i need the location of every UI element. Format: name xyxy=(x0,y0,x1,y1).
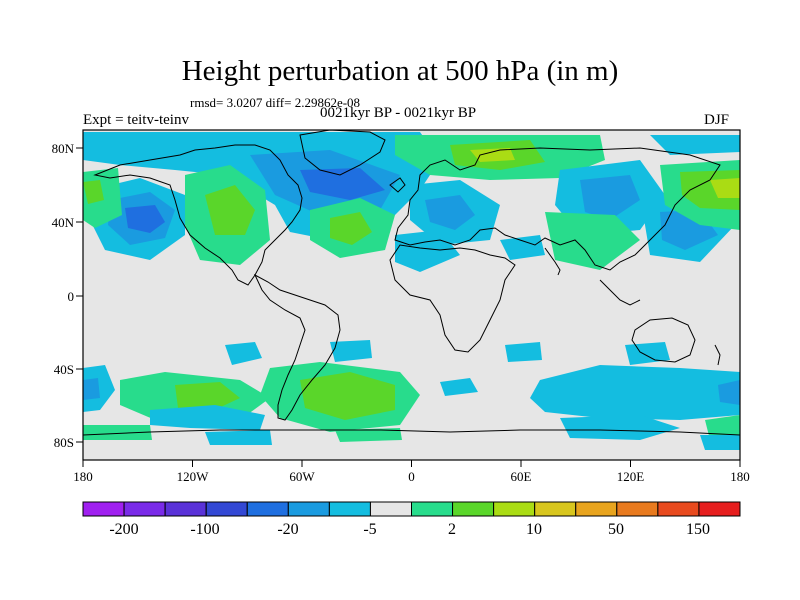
colorbar-box xyxy=(328,501,371,517)
colorbar-label: 10 xyxy=(526,521,542,538)
lon-tick-label: 0 xyxy=(408,469,415,484)
lon-axis xyxy=(82,460,741,467)
colorbar-label: -20 xyxy=(277,521,298,538)
colorbar-box xyxy=(698,501,741,517)
colorbar-box xyxy=(452,501,495,517)
coastlines xyxy=(83,130,740,436)
colorbar-box xyxy=(534,501,577,517)
lat-tick-label: 80S xyxy=(54,435,74,450)
lat-axis xyxy=(76,147,83,443)
colorbar-labels: -200 -100 -20 -5 2 10 50 150 xyxy=(109,521,710,538)
season-label: DJF xyxy=(704,112,730,128)
colorbar-box xyxy=(205,501,248,517)
colorbar-box xyxy=(246,501,289,517)
lon-tick-label: 120W xyxy=(177,469,210,484)
colorbar-box xyxy=(369,501,412,517)
colorbar-box xyxy=(411,501,454,517)
colorbar-label: 150 xyxy=(686,521,710,538)
lon-tick-label: 180 xyxy=(73,469,93,484)
colorbar-box xyxy=(493,501,536,517)
colorbar xyxy=(82,501,741,517)
lat-tick-label: 40N xyxy=(52,215,75,230)
experiment-label: Expt = teitv-teinv xyxy=(83,112,189,128)
colorbar-label: -200 xyxy=(109,521,138,538)
colorbar-label: -100 xyxy=(190,521,219,538)
lon-tick-labels: 180 120W 60W 0 60E 120E 180 xyxy=(73,469,750,484)
colorbar-label: -5 xyxy=(363,521,376,538)
colorbar-box xyxy=(657,501,700,517)
lon-tick-label: 60E xyxy=(511,469,532,484)
lon-tick-label: 120E xyxy=(617,469,645,484)
lat-tick-label: 40S xyxy=(54,362,74,377)
colorbar-box xyxy=(82,501,125,517)
lon-tick-label: 180 xyxy=(730,469,750,484)
colorbar-box xyxy=(616,501,659,517)
period-label: 0021kyr BP - 0021kyr BP xyxy=(320,105,477,121)
colorbar-label: 50 xyxy=(608,521,624,538)
stats-subtitle: rmsd= 3.0207 diff= 2.29862e-08 xyxy=(190,95,361,110)
colorbar-box xyxy=(575,501,618,517)
plot-title: Height perturbation at 500 hPa (in m) xyxy=(181,55,619,87)
colorbar-box xyxy=(287,501,330,517)
lat-tick-label: 80N xyxy=(52,141,75,156)
colorbar-box xyxy=(123,501,166,517)
colorbar-label: 2 xyxy=(448,521,456,538)
lon-tick-label: 60W xyxy=(289,469,315,484)
lat-tick-labels: 80N 40N 0 40S 80S xyxy=(52,141,75,450)
lat-tick-label: 0 xyxy=(68,289,75,304)
colorbar-box xyxy=(164,501,207,517)
